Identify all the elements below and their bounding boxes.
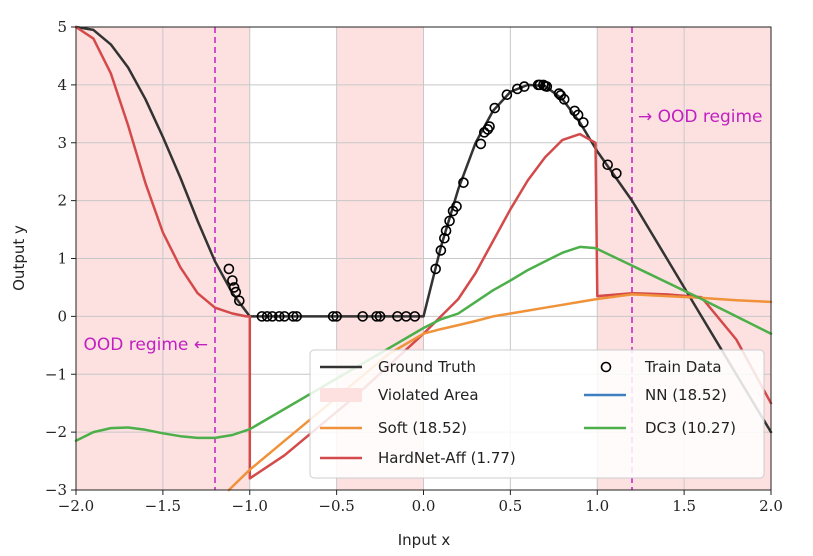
train-point <box>256 311 268 322</box>
train-point <box>572 109 584 121</box>
legend-swatch-train-data <box>600 361 612 373</box>
legend-label-violated-area: Violated Area <box>378 386 479 404</box>
series-line-ground <box>74 25 773 434</box>
x-tick-label: −1.5 <box>145 497 181 515</box>
train-point <box>327 311 339 322</box>
train-point <box>273 311 285 322</box>
x-tick-label: 0.0 <box>412 497 436 515</box>
train-point <box>230 286 242 298</box>
train-point <box>611 168 622 179</box>
series-line-dc3 <box>74 245 773 443</box>
train-point <box>234 295 245 307</box>
legend-label-nn: NN (18.52) <box>645 386 727 404</box>
train-point <box>261 311 273 322</box>
x-tick-label: −2.0 <box>58 497 94 515</box>
train-point <box>458 177 469 188</box>
x-axis-label: Input x <box>398 531 451 549</box>
train-point <box>602 159 613 171</box>
legend-box <box>309 349 765 479</box>
train-point <box>440 225 452 237</box>
train-point <box>357 311 368 322</box>
axis-ticks: −2.0 −1.5 −1.0 −0.5 0.0 0.5 1.0 1.5 2.0 −3 −2 −1 0 1 2… <box>45 18 783 515</box>
y-tick-label: 4 <box>57 76 67 94</box>
x-axis-label-text: Input x <box>398 531 451 549</box>
x-tick-label: −0.5 <box>318 497 354 515</box>
train-point <box>435 245 447 256</box>
train-point <box>518 81 530 92</box>
y-axis-label: Output y <box>10 225 28 291</box>
train-point <box>291 311 302 322</box>
x-tick-label: 1.0 <box>585 497 609 515</box>
x-tick-label: −1.0 <box>232 497 268 515</box>
y-tick-label: 2 <box>57 192 67 210</box>
train-point <box>227 275 238 286</box>
train-point <box>578 117 589 128</box>
y-tick-label: 1 <box>57 250 67 268</box>
x-tick-label: 2.0 <box>759 497 783 515</box>
legend: Ground Truth Train Data Violated Area NN… <box>309 349 765 479</box>
ood-annotation-left: OOD regime ← <box>83 335 208 355</box>
train-point <box>331 311 342 322</box>
train-point <box>489 102 501 114</box>
train-point <box>501 89 513 101</box>
ood-annotation-right: → OOD regime <box>638 107 763 127</box>
train-point <box>267 311 278 322</box>
y-tick-label: 5 <box>57 18 67 36</box>
legend-swatch-violated-area <box>320 388 362 402</box>
train-point <box>484 121 495 132</box>
train-point <box>374 311 386 322</box>
y-tick-label: −2 <box>45 423 67 441</box>
train-point <box>558 94 570 105</box>
y-tick-label: 3 <box>57 134 67 152</box>
train-point <box>553 88 565 99</box>
train-point <box>409 311 421 322</box>
train-point <box>371 311 382 322</box>
ood-annotation-left-text: OOD regime ← <box>83 335 208 355</box>
train-point <box>430 263 441 275</box>
train-point <box>287 311 299 322</box>
legend-label-soft: Soft (18.52) <box>378 419 467 437</box>
legend-label-train-data: Train Data <box>644 358 722 376</box>
legend-label-ground-truth: Ground Truth <box>378 358 476 376</box>
y-tick-label: −1 <box>45 365 67 383</box>
train-point <box>228 282 240 293</box>
train-point <box>451 201 462 212</box>
train-point <box>444 215 455 227</box>
y-tick-label: 0 <box>57 307 67 325</box>
train-data-points <box>223 79 622 322</box>
legend-label-hardnet: HardNet-Aff (1.77) <box>378 449 516 467</box>
train-point <box>541 81 553 92</box>
y-axis-label-text: Output y <box>10 225 28 291</box>
train-point <box>475 138 487 150</box>
train-point <box>223 263 235 275</box>
x-tick-label: 1.5 <box>672 497 696 515</box>
train-point <box>439 232 450 244</box>
ood-annotation-right-text: → OOD regime <box>638 107 763 127</box>
legend-label-dc3: DC3 (10.27) <box>645 419 736 437</box>
train-point <box>534 79 546 91</box>
y-tick-label: −3 <box>45 481 67 499</box>
x-tick-label: 0.5 <box>498 497 522 515</box>
train-point <box>512 83 523 95</box>
